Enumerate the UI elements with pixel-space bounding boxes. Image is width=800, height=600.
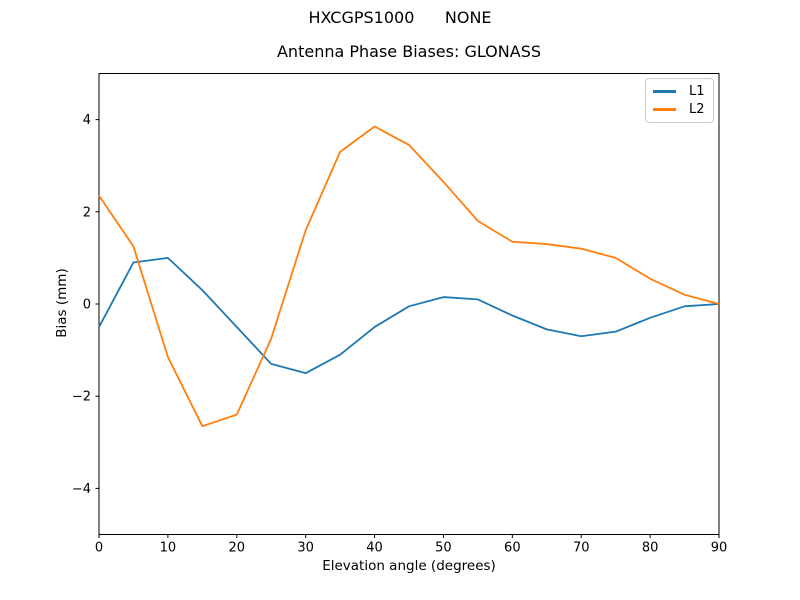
x-tick-label: 80 (642, 541, 659, 556)
x-tick-label: 50 (435, 541, 452, 556)
legend-entry-l1: L1 (653, 85, 706, 98)
series-line-l2 (98, 125, 720, 428)
x-tick-label: 60 (504, 541, 521, 556)
x-tick-label: 20 (229, 541, 246, 556)
figure-suptitle: HXCGPS1000 NONE (308, 8, 492, 27)
legend-label-l2: L2 (689, 102, 705, 118)
axes-box (98, 73, 720, 535)
chart-title: Antenna Phase Biases: GLONASS (276, 42, 541, 61)
x-tick-label: 30 (297, 541, 314, 556)
y-tick-label: −4 (72, 482, 91, 497)
legend-entry-l2: L2 (653, 103, 706, 116)
y-axis-label: Bias (mm) (54, 268, 70, 338)
x-tick-label: 0 (95, 541, 103, 556)
x-axis-label: Elevation angle (degrees) (322, 558, 496, 574)
legend-swatch-l1 (653, 89, 676, 93)
legend-label-l1: L1 (689, 83, 705, 99)
series-line-l1 (98, 256, 720, 375)
legend-swatch-l2 (653, 108, 676, 112)
x-tick-label: 90 (711, 541, 728, 556)
y-tick-label: 2 (83, 205, 91, 220)
y-tick-label: −2 (72, 390, 91, 405)
x-tick-label: 10 (160, 541, 177, 556)
x-tick-label: 70 (573, 541, 590, 556)
y-tick-label: 0 (83, 298, 91, 313)
x-tick-label: 40 (366, 541, 383, 556)
legend: L1 L2 (645, 78, 714, 123)
y-tick-label: 4 (83, 113, 91, 128)
